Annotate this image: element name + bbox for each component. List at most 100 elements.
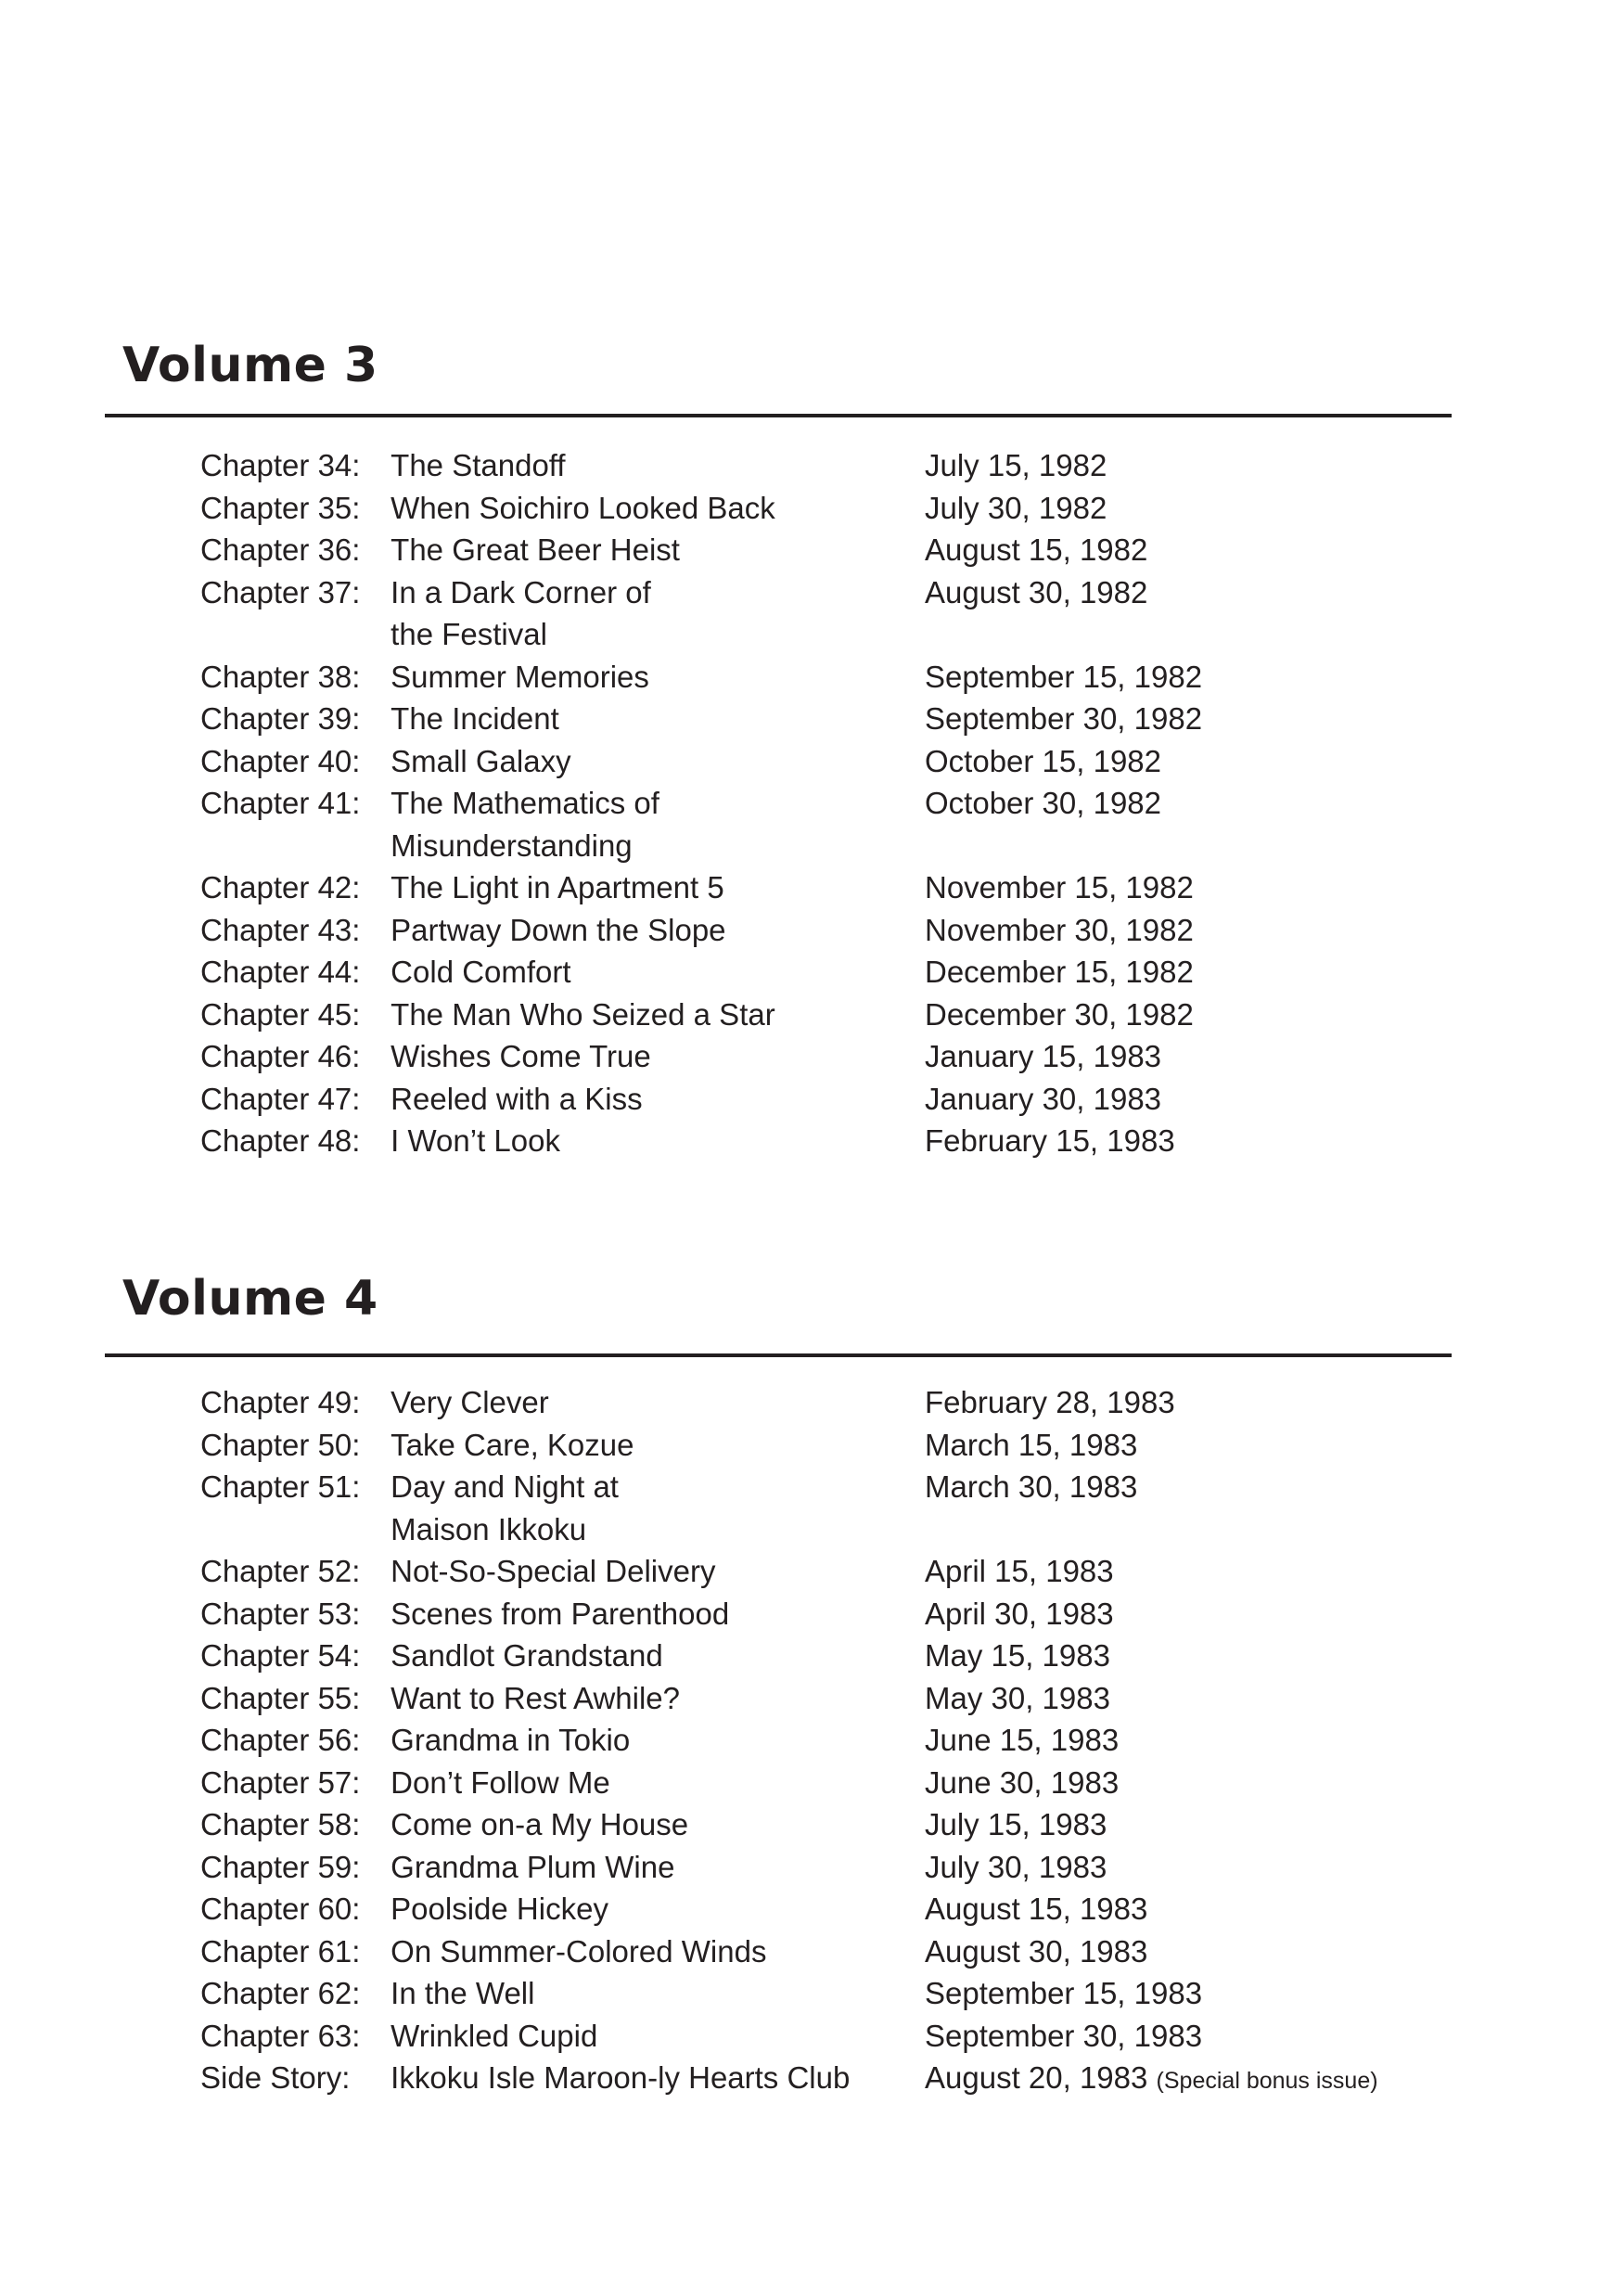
chapter-title-line-2: Maison Ikkoku xyxy=(390,1511,587,1546)
chapter-row: Chapter 45: The Man Who Seized a Star Dec… xyxy=(200,994,1499,1036)
date-text: June 30, 1983 xyxy=(925,1764,1120,1800)
chapter-row: Chapter 61: On Summer-Colored Winds Augus… xyxy=(200,1930,1499,1973)
chapter-label: Chapter 45: xyxy=(200,996,361,1032)
volume-3-heading: Volume 3 xyxy=(122,338,378,393)
chapter-title-line: Grandma Plum Wine xyxy=(390,1849,675,1884)
chapter-title-line: I Won’t Look xyxy=(390,1123,560,1158)
chapter-title-line: Wishes Come True xyxy=(390,1039,651,1073)
chapter-title: Want to Rest Awhile? xyxy=(390,1677,933,1720)
chapter-title: Wishes Come True xyxy=(390,1035,933,1078)
chapter-title-line: When Soichiro Looked Back xyxy=(390,490,775,525)
chapter-label: Chapter 55: xyxy=(200,1680,361,1715)
date-text: August 20, 1983 xyxy=(925,2060,1148,2095)
chapter-title-line: Grandma in Tokio xyxy=(390,1723,631,1757)
chapter-label: Chapter 44: xyxy=(200,955,361,989)
chapter-title-line: Want to Rest Awhile? xyxy=(390,1680,680,1715)
publication-date: September 15, 1982 xyxy=(925,656,1202,699)
chapter-title-line: The Standoff xyxy=(390,448,566,482)
date-text: May 15, 1983 xyxy=(925,1638,1110,1673)
chapter-label: Chapter 53: xyxy=(200,1596,361,1631)
date-text: September 30, 1982 xyxy=(925,701,1203,736)
chapter-row: Chapter 40: Small Galaxy October 15, 1982 xyxy=(200,740,1499,783)
publication-date: April 30, 1983 xyxy=(925,1593,1114,1635)
chapter-title-line: On Summer-Colored Winds xyxy=(390,1933,767,1969)
chapter-title-line: The Great Beer Heist xyxy=(390,532,680,567)
publication-date: May 30, 1983 xyxy=(925,1677,1110,1720)
chapter-label: Chapter 48: xyxy=(200,1123,361,1158)
chapter-title: When Soichiro Looked Back xyxy=(390,487,933,530)
chapter-label: Chapter 58: xyxy=(200,1807,361,1841)
chapter-row: Chapter 63: Wrinkled Cupid September 30, … xyxy=(200,2015,1499,2058)
chapter-title-line: Scenes from Parenthood xyxy=(390,1596,730,1631)
volume-4-chapter-list: Chapter 49: Very Clever February 28, 1983… xyxy=(200,1381,1499,2099)
chapter-row: Chapter 50: Take Care, Kozue March 15, 19… xyxy=(200,1424,1499,1467)
chapter-title: Sandlot Grandstand xyxy=(390,1635,933,1677)
publication-date: August 20, 1983 (Special bonus issue) xyxy=(925,2057,1378,2103)
chapter-title: Wrinkled Cupid xyxy=(390,2015,933,2058)
chapter-title-line: Not-So-Special Delivery xyxy=(390,1554,716,1588)
date-text: January 15, 1983 xyxy=(925,1039,1162,1073)
date-text: August 30, 1982 xyxy=(925,574,1148,609)
chapter-title-line: Poolside Hickey xyxy=(390,1892,608,1926)
chapter-title-line-2: Misunderstanding xyxy=(390,827,633,863)
chapter-title: Summer Memories xyxy=(390,656,933,699)
chapter-row: Chapter 58: Come on-a My House July 15, 1… xyxy=(200,1803,1499,1846)
chapter-label: Chapter 47: xyxy=(200,1081,361,1116)
chapter-row: Chapter 59: Grandma Plum Wine July 30, 19… xyxy=(200,1846,1499,1889)
publication-date: February 28, 1983 xyxy=(925,1381,1175,1424)
publication-date: November 30, 1982 xyxy=(925,909,1194,952)
chapter-label: Chapter 56: xyxy=(200,1723,361,1757)
chapter-row: Chapter 43: Partway Down the Slope Novemb… xyxy=(200,909,1499,952)
chapter-label: Chapter 43: xyxy=(200,912,361,947)
publication-date: July 15, 1982 xyxy=(925,444,1107,487)
date-text: March 15, 1983 xyxy=(925,1427,1138,1462)
chapter-title: In a Dark Corner of the Festival xyxy=(390,571,933,656)
chapter-title: The Incident xyxy=(390,698,933,740)
chapter-row: Chapter 60: Poolside Hickey August 15, 19… xyxy=(200,1888,1499,1930)
chapter-label: Chapter 54: xyxy=(200,1638,361,1673)
date-text: June 15, 1983 xyxy=(925,1723,1120,1757)
publication-date: May 15, 1983 xyxy=(925,1635,1110,1677)
publication-date: October 30, 1982 xyxy=(925,782,1161,825)
date-text: July 15, 1983 xyxy=(925,1807,1107,1841)
chapter-title-line: Sandlot Grandstand xyxy=(390,1638,663,1673)
chapter-row: Chapter 46: Wishes Come True January 15, … xyxy=(200,1035,1499,1078)
chapter-row: Chapter 35: When Soichiro Looked Back Jul… xyxy=(200,487,1499,530)
chapter-label: Chapter 51: xyxy=(200,1469,361,1504)
date-text: August 15, 1983 xyxy=(925,1892,1148,1926)
chapter-row: Chapter 52: Not-So-Special Delivery April… xyxy=(200,1550,1499,1593)
chapter-title: Small Galaxy xyxy=(390,740,933,783)
chapter-label: Chapter 52: xyxy=(200,1554,361,1588)
chapter-row: Chapter 55: Want to Rest Awhile? May 30, … xyxy=(200,1677,1499,1720)
publication-date: June 30, 1983 xyxy=(925,1762,1119,1804)
publication-date: July 30, 1983 xyxy=(925,1846,1107,1889)
date-text: September 30, 1983 xyxy=(925,2018,1203,2053)
chapter-title-line: Wrinkled Cupid xyxy=(390,2018,598,2053)
chapter-title-line: Day and Night at xyxy=(390,1469,619,1504)
chapter-label: Chapter 60: xyxy=(200,1892,361,1926)
chapter-title: Grandma in Tokio xyxy=(390,1719,933,1762)
chapter-label: Side Story: xyxy=(200,2060,351,2095)
publication-date: April 15, 1983 xyxy=(925,1550,1114,1593)
publication-date: July 15, 1983 xyxy=(925,1803,1107,1846)
chapter-title: The Man Who Seized a Star xyxy=(390,994,933,1036)
chapter-title: Take Care, Kozue xyxy=(390,1424,933,1467)
publication-date: January 30, 1983 xyxy=(925,1078,1161,1121)
chapter-title: Poolside Hickey xyxy=(390,1888,933,1930)
date-text: October 30, 1982 xyxy=(925,786,1162,820)
date-text: March 30, 1983 xyxy=(925,1469,1138,1504)
chapter-title-line: Ikkoku Isle Maroon-ly Hearts Club xyxy=(390,2060,851,2095)
chapter-title: Day and Night at Maison Ikkoku xyxy=(390,1466,933,1550)
chapter-title: Reeled with a Kiss xyxy=(390,1078,933,1121)
date-text: December 15, 1982 xyxy=(925,955,1194,989)
chapter-row: Chapter 53: Scenes from Parenthood April … xyxy=(200,1593,1499,1635)
publication-date: October 15, 1982 xyxy=(925,740,1161,783)
chapter-title-line: Small Galaxy xyxy=(390,743,571,778)
chapter-title-line: In the Well xyxy=(390,1976,535,2010)
chapter-title-line: Summer Memories xyxy=(390,659,649,694)
chapter-row: Chapter 36: The Great Beer Heist August 1… xyxy=(200,529,1499,571)
publication-date: August 30, 1982 xyxy=(925,571,1147,614)
date-text: April 30, 1983 xyxy=(925,1596,1114,1631)
chapter-label: Chapter 63: xyxy=(200,2018,361,2053)
chapter-row: Chapter 42: The Light in Apartment 5 Nove… xyxy=(200,866,1499,909)
